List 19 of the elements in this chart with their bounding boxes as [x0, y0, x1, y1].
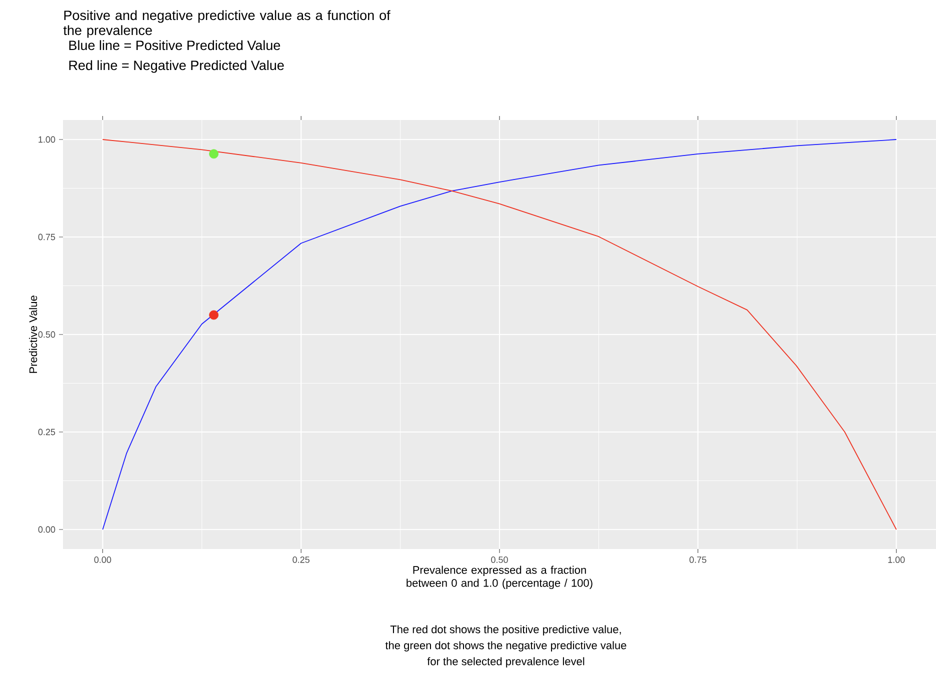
y-tick-label: 0.75: [38, 234, 56, 240]
text: Red line = Negative Predicted Value: [69, 60, 284, 73]
text: for the selected prevalence level: [427, 657, 584, 668]
y-tick-label: 1.00: [38, 136, 56, 143]
text: Blue line = Positive Predicted Value: [69, 40, 280, 50]
x-axis-title: Prevalence expressed as a fraction between 0 and 1.0 (percentage / 100): [406, 566, 592, 590]
line-series: [102, 139, 897, 530]
y-tick-label: 0.00: [38, 526, 56, 533]
y-axis-title: Predictive Value: [29, 296, 38, 373]
x-tick-label: 0.25: [292, 556, 310, 563]
text: The red dot shows the positive predictive value,: [390, 625, 621, 636]
x-tick-label: 0.00: [94, 556, 112, 563]
x-tick-label: 1.00: [888, 556, 905, 563]
text: the green dot shows the negative predictive value: [385, 641, 626, 652]
x-tick-label: 0.50: [491, 556, 508, 563]
x-tick-label: 0.75: [690, 556, 706, 563]
y-tick-label: 0.50: [38, 331, 56, 338]
chart-title: Positive and negative predictive value as a function of the prevalence: [63, 10, 390, 38]
y-tick-label: 0.25: [38, 428, 56, 436]
